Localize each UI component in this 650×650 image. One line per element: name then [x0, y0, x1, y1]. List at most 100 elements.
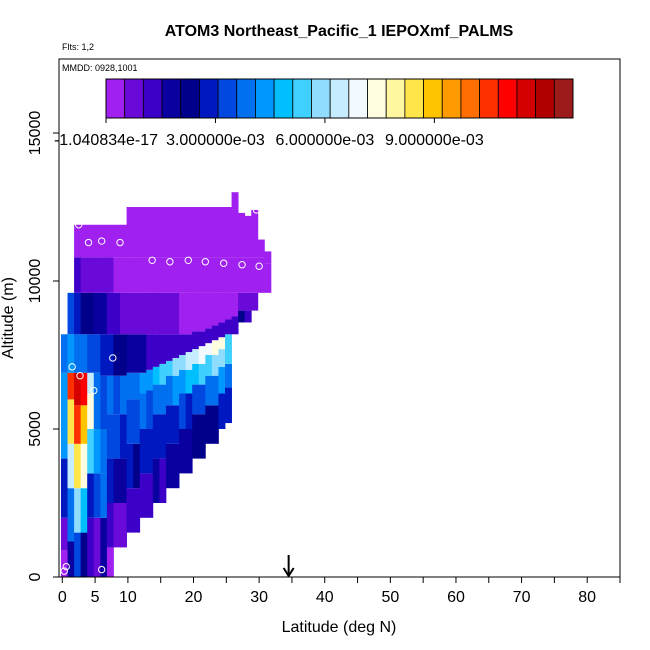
- colorbar-segment: [198, 78, 219, 119]
- heatmap-cell: [218, 393, 226, 429]
- heatmap-cell: [60, 517, 68, 551]
- heatmap-cell: [126, 292, 134, 335]
- heatmap-cell: [146, 390, 154, 429]
- heatmap-cell: [172, 207, 180, 258]
- colorbar-segment: [292, 78, 312, 119]
- heatmap-cell: [106, 375, 114, 415]
- heatmap-cell: [100, 257, 108, 293]
- heatmap-cell: [179, 369, 187, 394]
- heatmap-cell: [185, 334, 193, 353]
- heatmap-cell: [133, 334, 141, 373]
- heatmap-cell: [211, 207, 219, 258]
- heatmap-cell: [133, 443, 141, 489]
- colorbar-segment: [124, 78, 144, 119]
- heatmap-cell: [205, 343, 213, 355]
- heatmap-cell: [218, 257, 226, 293]
- heatmap-cell: [100, 375, 108, 429]
- heatmap-cell: [165, 360, 173, 376]
- heatmap-cell: [67, 443, 75, 489]
- heatmap-cell: [80, 443, 88, 489]
- heatmap-cell: [198, 384, 206, 415]
- heatmap-cell: [225, 319, 232, 335]
- heatmap-cell: [106, 458, 114, 503]
- heatmap-cell: [74, 532, 82, 577]
- colorbar-segment: [441, 78, 462, 119]
- heatmap-cell: [231, 209, 239, 258]
- heatmap-cell: [192, 331, 200, 350]
- heatmap-cell: [238, 212, 246, 258]
- heatmap-cell: [100, 517, 108, 577]
- data-point: [60, 567, 68, 575]
- heatmap-cell: [198, 363, 206, 385]
- heatmap-cell: [106, 414, 114, 459]
- y-axis-label: Altitude (m): [0, 277, 17, 359]
- heatmap-cell: [139, 257, 147, 293]
- heatmap-cells: [60, 192, 272, 577]
- heatmap-cell: [146, 257, 154, 293]
- heatmap-cell: [172, 257, 180, 293]
- colorbar-segment: [479, 78, 499, 119]
- data-point: [219, 259, 228, 267]
- heatmap-cell: [225, 363, 232, 388]
- heatmap-cell: [120, 458, 127, 503]
- heatmap-cell: [211, 340, 219, 355]
- x-tick-label: 80: [578, 589, 596, 606]
- heatmap-cell: [225, 387, 232, 424]
- y-tick-label: 0: [27, 572, 44, 581]
- heatmap-cell: [80, 257, 88, 293]
- heatmap-cell: [172, 375, 180, 406]
- heatmap-cell: [179, 207, 187, 258]
- heatmap-cell: [238, 292, 246, 311]
- heatmap-cell: [172, 443, 180, 489]
- heatmap-cell: [87, 372, 95, 394]
- heatmap-cell: [126, 399, 134, 444]
- heatmap-cell: [93, 517, 101, 577]
- colorbar-segment: [460, 78, 481, 119]
- heatmap-cell: [120, 334, 127, 376]
- heatmap-cell: [152, 292, 160, 335]
- x-tick-label: 70: [513, 589, 531, 606]
- heatmap-cell: [231, 316, 239, 335]
- colorbar-segment: [385, 78, 406, 119]
- heatmap-cell: [87, 257, 95, 293]
- heatmap-cell: [74, 334, 82, 373]
- heatmap-cell: [225, 207, 232, 258]
- heatmap-cell: [139, 393, 147, 429]
- heatmap-cell: [120, 292, 127, 335]
- heatmap-cell: [100, 334, 108, 376]
- heatmap-cell: [139, 292, 147, 335]
- heatmap-cell: [152, 384, 160, 415]
- x-axis: 0 5 10 20 30 40 50 60 70 80: [58, 577, 621, 606]
- heatmap-cell: [67, 399, 75, 444]
- heatmap-cell: [218, 292, 226, 323]
- heatmap-cell: [80, 532, 88, 577]
- heatmap-cell: [198, 414, 206, 459]
- data-point: [74, 221, 83, 229]
- heatmap-cell: [152, 257, 160, 293]
- heatmap-cell: [198, 292, 206, 332]
- heatmap-cell: [198, 331, 206, 347]
- heatmap-cell: [205, 292, 213, 329]
- heatmap-cell: [179, 334, 187, 355]
- heatmap-cell: [165, 292, 173, 335]
- data-point: [109, 354, 117, 362]
- heatmap-cell: [231, 257, 239, 293]
- heatmap-cell: [100, 473, 108, 518]
- date-note: MMDD: 0928,1001: [62, 63, 138, 73]
- heatmap-cell: [251, 257, 259, 293]
- heatmap-cell: [152, 334, 160, 367]
- heatmap-cell: [87, 517, 95, 577]
- x-tick-label: 30: [250, 589, 268, 606]
- colorbar-tick-label: 3.000000e-03: [166, 132, 265, 149]
- heatmap-cell: [139, 429, 147, 474]
- y-tick-label: 10000: [27, 259, 44, 304]
- heatmap-cell: [139, 207, 147, 258]
- data-point: [84, 238, 93, 247]
- heatmap-cell: [146, 429, 154, 474]
- heatmap-cell: [159, 458, 167, 503]
- heatmap-cell: [159, 334, 167, 364]
- heatmap-cell: [93, 224, 101, 258]
- heatmap-cell: [146, 334, 154, 370]
- heatmap-cell: [67, 334, 75, 373]
- heatmap-cell: [179, 393, 187, 429]
